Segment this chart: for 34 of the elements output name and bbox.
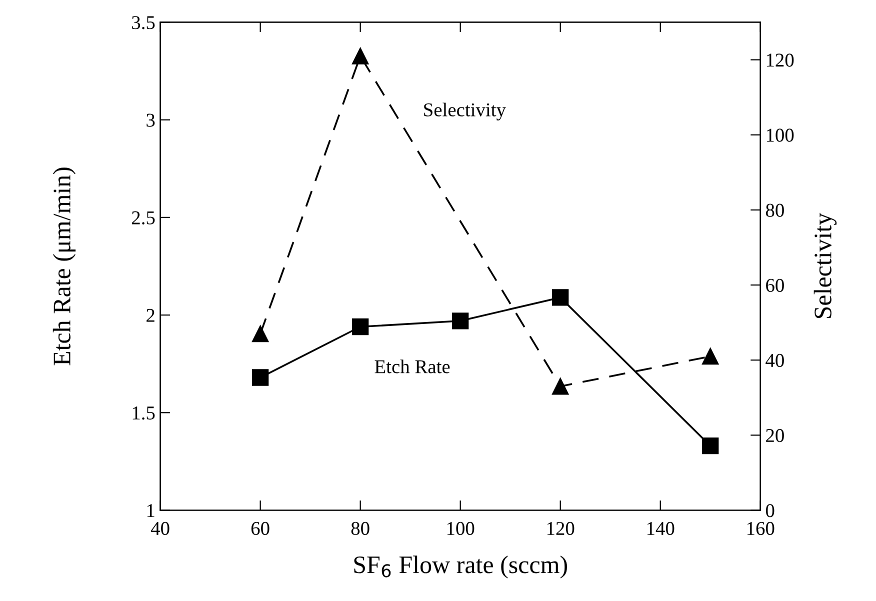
x-tick-label: 40 [150,522,170,536]
point [552,378,569,395]
point [702,348,719,365]
point [252,325,269,342]
y2-tick-label: 40 [766,354,784,368]
x-tick-label: 60 [251,522,270,536]
point [552,289,569,306]
y-tick-label: 2.5 [132,211,155,224]
point [452,312,469,330]
point [352,48,369,64]
y-tick-label: 1.5 [132,406,155,420]
y2-tick-label: 80 [766,204,784,217]
y2-tick-label: 0 [766,504,774,518]
point [702,438,719,454]
y-tick-label: 1 [147,504,154,517]
x-tick-label: 160 [747,522,774,536]
y2-tick-label: 120 [766,54,794,67]
series-label: Selectivity [424,102,506,120]
point [252,369,269,386]
x-tick-label: 80 [351,522,370,536]
x-tick-label: 140 [647,522,674,536]
y2-tick-label: 20 [766,428,784,442]
y-tick-label: 2 [146,308,154,322]
x-tick-label: 120 [547,522,574,536]
y-axis-title: Etch Rate (μm/min) [52,168,76,366]
y-tick-label: 3 [146,114,155,127]
y2-axis-title: Selectivity [814,212,837,318]
y2-tick-label: 100 [766,128,794,142]
y-tick-label: 3.5 [132,16,155,30]
y2-tick-label: 60 [766,278,784,292]
x-axis-title: SF$_{6}$ Flow rate (sccm) [354,556,567,578]
x-tick-label: 100 [447,522,474,536]
series-label: Etch Rate [374,360,450,374]
point [352,318,369,336]
